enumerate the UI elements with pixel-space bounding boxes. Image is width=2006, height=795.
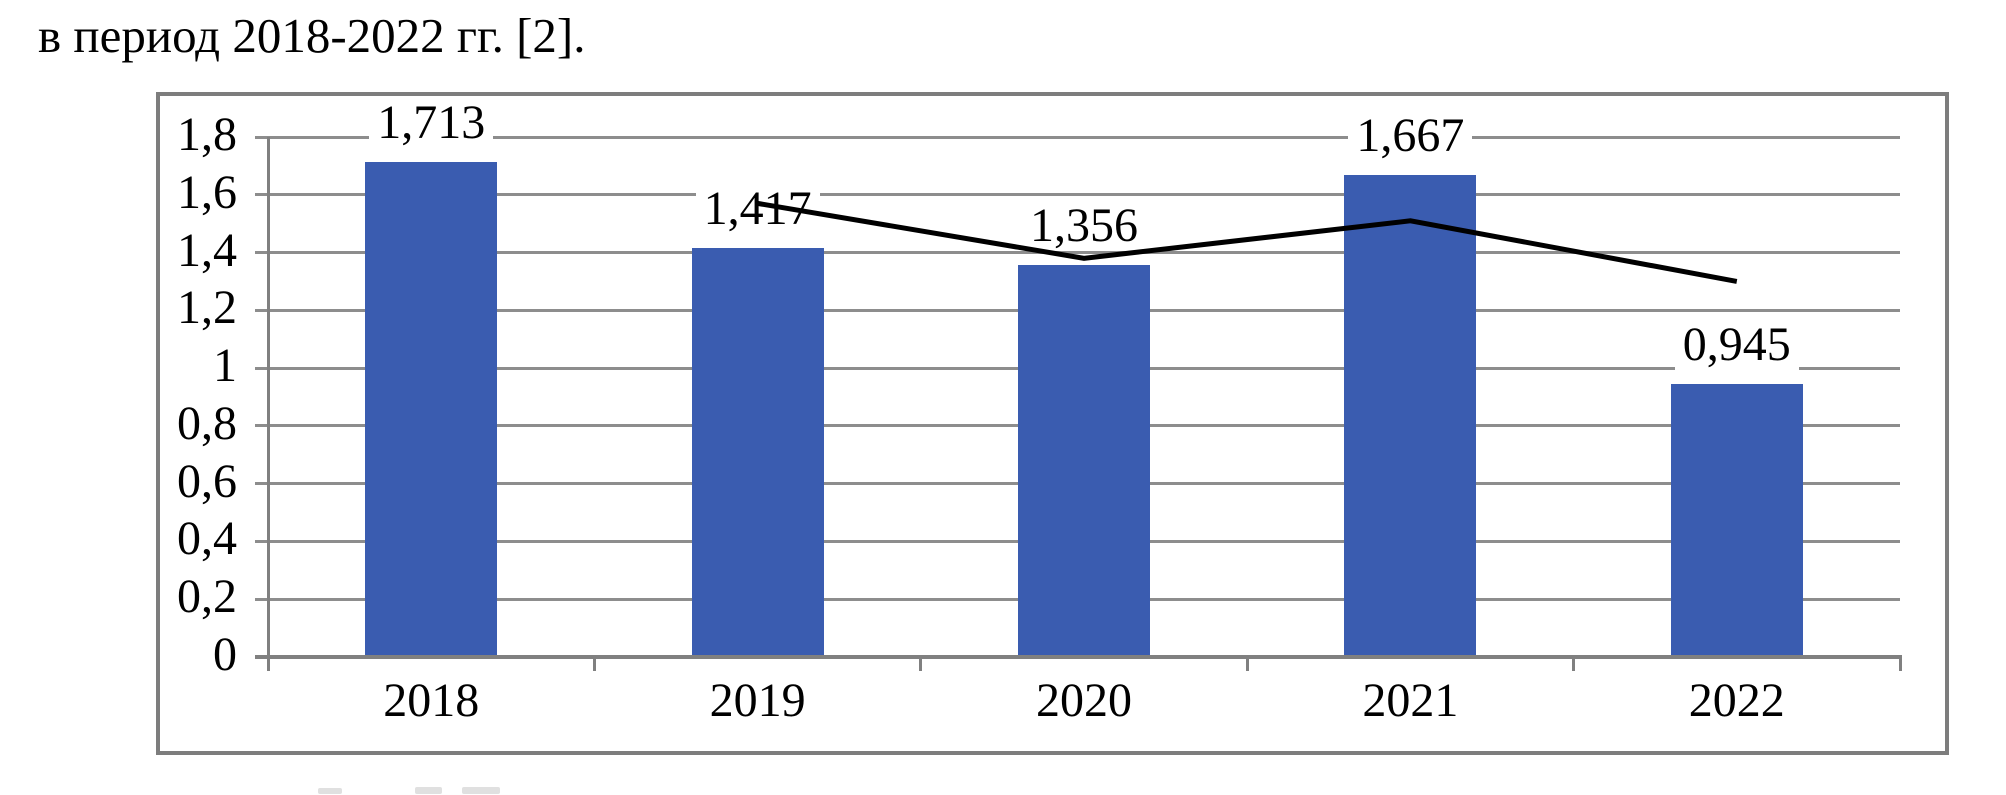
intro-text: в период 2018-2022 гг. [2]. [38, 8, 586, 63]
chart-frame [156, 92, 1949, 755]
clipped-next-line-fragment [318, 788, 342, 794]
clipped-next-line-fragment [462, 787, 500, 794]
clipped-next-line-fragment [415, 787, 442, 794]
